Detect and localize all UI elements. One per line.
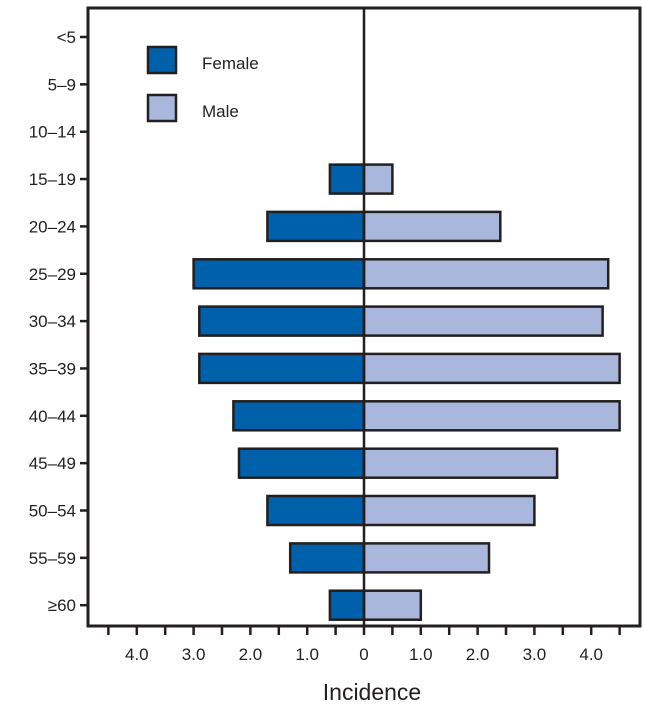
male-bar — [362, 589, 423, 621]
legend-male-label: Male — [202, 102, 239, 121]
female-bar — [237, 447, 366, 479]
female-bar — [232, 400, 366, 432]
y-tick-label: 50–54 — [29, 502, 76, 521]
x-tick-label: 1.0 — [295, 645, 319, 664]
male-bar — [362, 163, 394, 195]
legend-female-swatch — [146, 45, 178, 75]
y-tick-label: 5–9 — [48, 75, 76, 94]
y-tick-label: 30–34 — [29, 312, 76, 331]
female-bar — [266, 210, 366, 243]
female-bar — [328, 163, 366, 195]
y-tick-label: 20–24 — [29, 217, 76, 236]
female-bar — [192, 258, 366, 290]
x-tick-label: 3.0 — [182, 645, 206, 664]
female-bar — [198, 305, 366, 337]
y-tick-label: <5 — [57, 28, 76, 47]
x-tick-label: 2.0 — [239, 645, 263, 664]
y-tick-label: 40–44 — [29, 407, 76, 426]
female-bar — [288, 542, 366, 574]
y-tick-label: 15–19 — [29, 170, 76, 189]
y-tick-label: ≥60 — [48, 596, 76, 615]
y-tick-label: 35–39 — [29, 359, 76, 378]
y-tick-label: 55–59 — [29, 549, 76, 568]
male-bar — [362, 210, 502, 243]
x-axis-title: Incidence — [323, 679, 421, 705]
x-tick-label: 1.0 — [409, 645, 433, 664]
x-tick-label: 0 — [359, 645, 368, 664]
female-bars — [192, 163, 366, 621]
male-bar — [362, 400, 621, 432]
y-tick-label: 10–14 — [29, 123, 76, 142]
legend: Female Male — [146, 45, 259, 123]
male-bar — [362, 258, 610, 290]
male-bar — [362, 447, 559, 479]
y-tick-label: 25–29 — [29, 265, 76, 284]
x-tick-label: 4.0 — [579, 645, 603, 664]
male-bar — [362, 305, 604, 337]
legend-male-swatch — [146, 93, 178, 123]
y-tick-label: 45–49 — [29, 454, 76, 473]
x-tick-label: 4.0 — [125, 645, 149, 664]
male-bar — [362, 542, 491, 574]
male-bar — [362, 494, 536, 527]
legend-female-label: Female — [202, 54, 259, 73]
male-bars — [362, 163, 621, 621]
y-axis: <5 5–9 10–14 15–19 20–24 25–29 30–34 35–39 40–44… — [29, 28, 88, 615]
male-bar — [362, 352, 621, 385]
female-bar — [198, 352, 366, 385]
female-bar — [328, 589, 366, 621]
x-tick-label: 2.0 — [466, 645, 490, 664]
female-bar — [266, 494, 366, 527]
x-axis: 4.0 3.0 2.0 1.0 0 1.0 2.0 3.0 4.0 — [107, 626, 621, 664]
x-tick-label: 3.0 — [523, 645, 547, 664]
